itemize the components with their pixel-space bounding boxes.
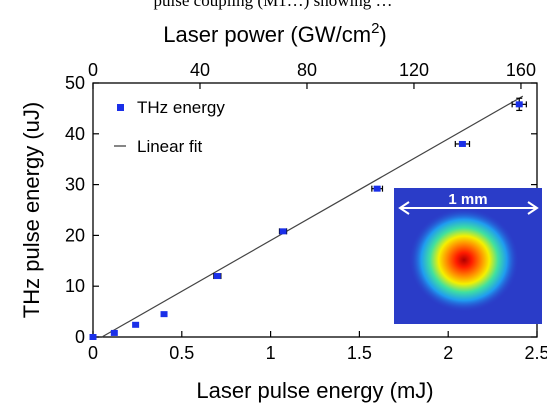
y-tick-label: 30: [65, 175, 85, 195]
top-x-tick-label: 120: [399, 60, 429, 80]
data-point-thz-energy: [160, 311, 168, 318]
ticks-layer: 0 0.5 1 1.5 2 2.5 0 40 80 120 160 0 10 20 30 40 50: [65, 60, 547, 363]
points-layer: [89, 97, 527, 340]
y-tick-label: 0: [75, 327, 85, 347]
top-x-tick-label: 40: [190, 60, 210, 80]
data-point-thz-energy: [89, 334, 97, 340]
fit-layer: [101, 95, 524, 338]
y-axis-title: THz pulse energy (uJ): [19, 102, 44, 318]
y-tick-label: 10: [65, 276, 85, 296]
y-tick-label: 50: [65, 73, 85, 93]
legend-marker-thz-energy: [117, 104, 124, 111]
top-x-tick-label: 80: [297, 60, 317, 80]
data-point-thz-energy: [110, 329, 118, 336]
x-tick-label: 2.5: [524, 343, 547, 363]
inset-beam-spot: [409, 208, 519, 312]
data-point-thz-energy: [132, 321, 140, 328]
x-tick-label: 1: [266, 343, 276, 363]
x-tick-label: 2: [443, 343, 453, 363]
legend: THz energy Linear fit: [114, 98, 225, 156]
top-axis-title: Laser power (GW/cm2): [163, 20, 387, 47]
data-point-thz-energy: [373, 185, 381, 192]
top-x-tick-label: 0: [88, 60, 98, 80]
top-caption: pulse coupling (M1…) showing …: [154, 0, 393, 10]
data-point-thz-energy: [515, 101, 523, 108]
data-point-thz-energy: [279, 228, 287, 235]
top-x-tick-label: 160: [506, 60, 536, 80]
scale-arrow-right-icon: [527, 201, 539, 215]
y-tick-label: 40: [65, 124, 85, 144]
inset-scale-label: 1 mm: [448, 191, 487, 208]
data-point-thz-energy: [458, 140, 466, 147]
x-tick-label: 0.5: [169, 343, 194, 363]
x-tick-label: 1.5: [347, 343, 372, 363]
y-tick-label: 20: [65, 225, 85, 245]
scale-arrow-left-icon: [398, 201, 410, 215]
legend-label-thz-energy: THz energy: [137, 98, 225, 117]
linear-fit-line: [101, 95, 524, 338]
data-point-thz-energy: [213, 273, 221, 280]
legend-label-linear-fit: Linear fit: [137, 137, 202, 156]
x-tick-label: 0: [88, 343, 98, 363]
inset-beam-image: 1 mm: [394, 188, 542, 324]
x-axis-title: Laser pulse energy (mJ): [196, 378, 433, 403]
